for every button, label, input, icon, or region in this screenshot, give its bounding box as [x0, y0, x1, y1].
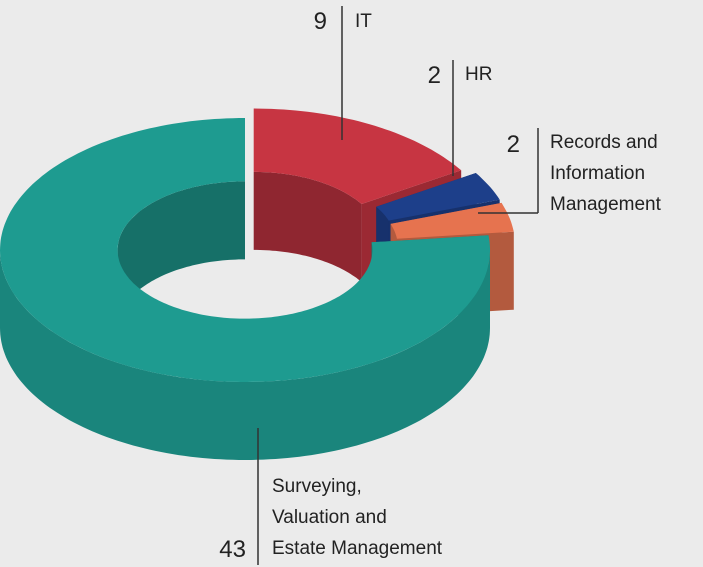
value-label: 2 [427, 62, 441, 89]
category-label: IT [355, 11, 372, 32]
top-face [390, 202, 514, 239]
leader-lines [257, 6, 539, 565]
top-face [253, 108, 462, 204]
top-face [376, 173, 500, 221]
category-label: HR [465, 64, 493, 85]
inner-wall [117, 181, 245, 328]
category-label: Records and Information Management [550, 132, 661, 215]
value-label: 9 [313, 8, 327, 35]
category-label: Surveying, Valuation and Estate Manageme… [272, 476, 443, 559]
slice [0, 118, 490, 460]
outer-wall [0, 250, 490, 460]
inner-wall [253, 171, 362, 282]
value-label: 2 [506, 131, 520, 158]
top-face [0, 118, 490, 382]
value-label: 43 [219, 536, 246, 563]
